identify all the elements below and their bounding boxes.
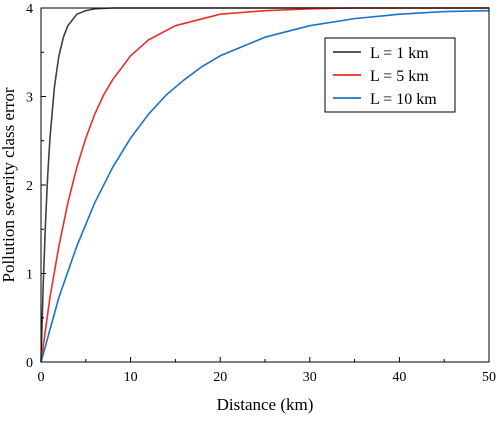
- x-tick-label: 50: [482, 370, 496, 385]
- y-tick-label: 2: [26, 179, 33, 194]
- series-line-3: [40, 9, 490, 363]
- legend-label-1: L = 1 km: [370, 45, 429, 62]
- legend-label-3: L = 10 km: [370, 91, 437, 108]
- x-tick-label: 0: [38, 370, 45, 385]
- legend: L = 1 km L = 5 km L = 10 km: [324, 37, 456, 113]
- x-tick-label: 20: [213, 370, 227, 385]
- legend-label-2: L = 5 km: [370, 68, 429, 85]
- y-tick-label: 3: [26, 91, 33, 106]
- x-tick-label: 10: [124, 370, 138, 385]
- y-axis-title: Pollution severity class error: [0, 87, 18, 282]
- y-tick-label: 0: [26, 356, 33, 371]
- x-axis-ticks: 0 10 20 30 40 50: [38, 357, 496, 385]
- y-tick-label: 1: [26, 268, 33, 283]
- x-axis-title: Distance (km): [217, 395, 314, 414]
- y-tick-label: 4: [26, 2, 33, 17]
- y-axis-ticks: 0 1 2 3 4: [26, 2, 46, 371]
- x-tick-label: 40: [392, 370, 406, 385]
- x-tick-label: 30: [303, 370, 317, 385]
